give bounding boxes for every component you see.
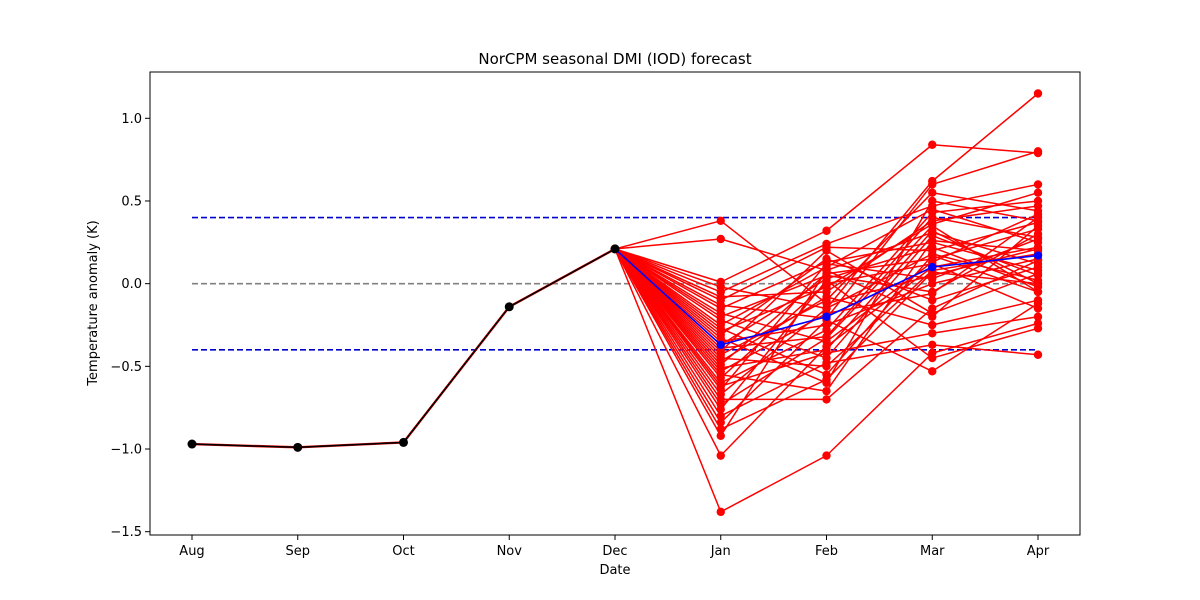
ensemble-member-37-point — [1033, 350, 1043, 359]
ensemble-member-28-point — [822, 386, 831, 396]
ensemble-member-33-point — [822, 304, 831, 313]
ensemble-member-3-point — [928, 140, 937, 149]
ensemble-member-32-point — [928, 274, 937, 283]
x-tick-label: Apr — [1027, 544, 1050, 559]
y-tick-label: 1.0 — [121, 112, 142, 127]
ensemble-member-27-point — [928, 289, 937, 298]
ensemble-member-41-point — [1033, 243, 1043, 252]
x-tick-label: Dec — [602, 544, 627, 559]
ensemble-member-35-point — [928, 221, 937, 230]
chart-title: NorCPM seasonal DMI (IOD) forecast — [478, 50, 751, 68]
ensemble-member-24-point — [928, 320, 937, 330]
observed — [187, 244, 620, 452]
ensemble-member-2-point — [716, 234, 725, 244]
observed-point — [187, 439, 197, 449]
x-axis-label: Date — [599, 563, 630, 578]
ensemble-member-17-point — [928, 196, 937, 206]
ensemble-member-41-point — [716, 451, 725, 460]
observed-point — [293, 442, 303, 452]
ensemble-member-22-point — [928, 188, 937, 197]
ensemble-member-42-point — [822, 451, 831, 460]
x-tick-label: Feb — [815, 544, 838, 559]
ensemble-member-34-point — [928, 304, 937, 313]
ensemble-member-30-point — [928, 208, 937, 217]
ensemble-member-19-point — [928, 243, 937, 252]
ensemble-member-30-point — [1033, 196, 1043, 206]
ensemble-member-33-point — [928, 249, 937, 259]
ensemble-mean-point — [1033, 251, 1043, 260]
ensemble-member-32-point — [822, 259, 831, 269]
ensemble-member-31-point — [822, 348, 831, 358]
plot-area — [150, 72, 1080, 535]
ensemble-member-31 — [610, 244, 1043, 391]
ensemble-mean — [610, 244, 1043, 350]
ensemble-member-31-point — [1033, 312, 1043, 321]
ensemble-member-28-point — [928, 236, 937, 245]
ensemble-member-21-point — [822, 246, 831, 255]
ensemble-member-16-point — [1033, 262, 1043, 272]
x-tick-label: Oct — [392, 544, 414, 559]
ensemble-member-42-point — [716, 507, 725, 517]
ensemble-member-31-point — [928, 329, 937, 338]
ensemble-member-41-point — [822, 342, 831, 351]
ensemble-members — [610, 89, 1043, 517]
ensemble-member-5-point — [1033, 180, 1043, 189]
x-tick-label: Jan — [710, 544, 731, 559]
ensemble-mean-series — [610, 244, 1043, 350]
x-tick-label: Nov — [497, 544, 523, 559]
ensemble-mean-point — [928, 262, 937, 272]
x-tick-label: Sep — [285, 544, 310, 559]
observed-point — [399, 437, 408, 447]
ensemble-member-30-point — [822, 325, 831, 335]
ensemble-member-15-point — [1033, 188, 1043, 197]
ensemble-member-38-point — [928, 367, 937, 376]
x-tick-label: Aug — [179, 544, 204, 559]
ensemble-member-40-point — [716, 431, 725, 440]
ensemble-member-22-point — [1033, 206, 1043, 216]
ensemble-member-40-point — [822, 266, 831, 275]
y-tick-label: 0.0 — [121, 277, 142, 292]
ensemble-member-4-point — [1033, 89, 1043, 98]
x-axis-ticks: Aug Sep Oct Nov Dec Jan Feb Mar Apr — [179, 535, 1050, 559]
ensemble-member-42-point — [928, 348, 937, 358]
ensemble-member-8-point — [928, 180, 937, 189]
ensemble-member-38-point — [1033, 299, 1043, 308]
ensemble-mean-point — [716, 340, 725, 350]
ensemble-member-34-point — [822, 395, 831, 404]
ensemble-member-37-point — [928, 340, 937, 350]
ensemble-member-36-point — [822, 276, 831, 285]
observed-point — [504, 302, 514, 312]
ensemble-member-32-point — [1033, 234, 1043, 244]
y-tick-label: 0.5 — [121, 194, 142, 209]
ensemble-member-27-point — [1033, 213, 1043, 222]
y-tick-label: −0.5 — [110, 360, 142, 375]
ensemble-member-16-point — [928, 295, 937, 305]
x-tick-label: Mar — [920, 544, 945, 559]
ensemble-member-1-point — [716, 216, 725, 226]
y-axis-ticks: −1.5 −1.0 −0.5 0.0 0.5 1.0 — [110, 112, 150, 540]
ensemble-member-40-point — [1033, 221, 1043, 230]
observed-point — [610, 244, 620, 254]
plot-background — [150, 72, 1080, 535]
y-tick-label: −1.5 — [110, 525, 142, 540]
ensemble-mean-point — [822, 312, 831, 321]
y-axis-label: Temperature anomaly (K) — [86, 220, 101, 386]
y-tick-label: −1.0 — [110, 443, 142, 458]
ensemble-member-39-point — [822, 375, 831, 384]
ensemble-member-40-point — [928, 312, 937, 321]
ensemble-member-39-point — [1033, 279, 1043, 288]
ensemble-member-37-point — [822, 358, 831, 368]
ensemble-member-8-point — [1033, 147, 1043, 156]
ensemble-member-24-point — [822, 292, 831, 302]
ensemble-member-35-point — [1033, 287, 1043, 297]
ensemble-member-21-point — [1033, 269, 1043, 278]
ensemble-member-35-point — [822, 334, 831, 343]
ensemble-member-42-point — [1033, 319, 1043, 328]
observed-series — [187, 244, 620, 452]
ensemble-member-3-point — [822, 226, 831, 235]
